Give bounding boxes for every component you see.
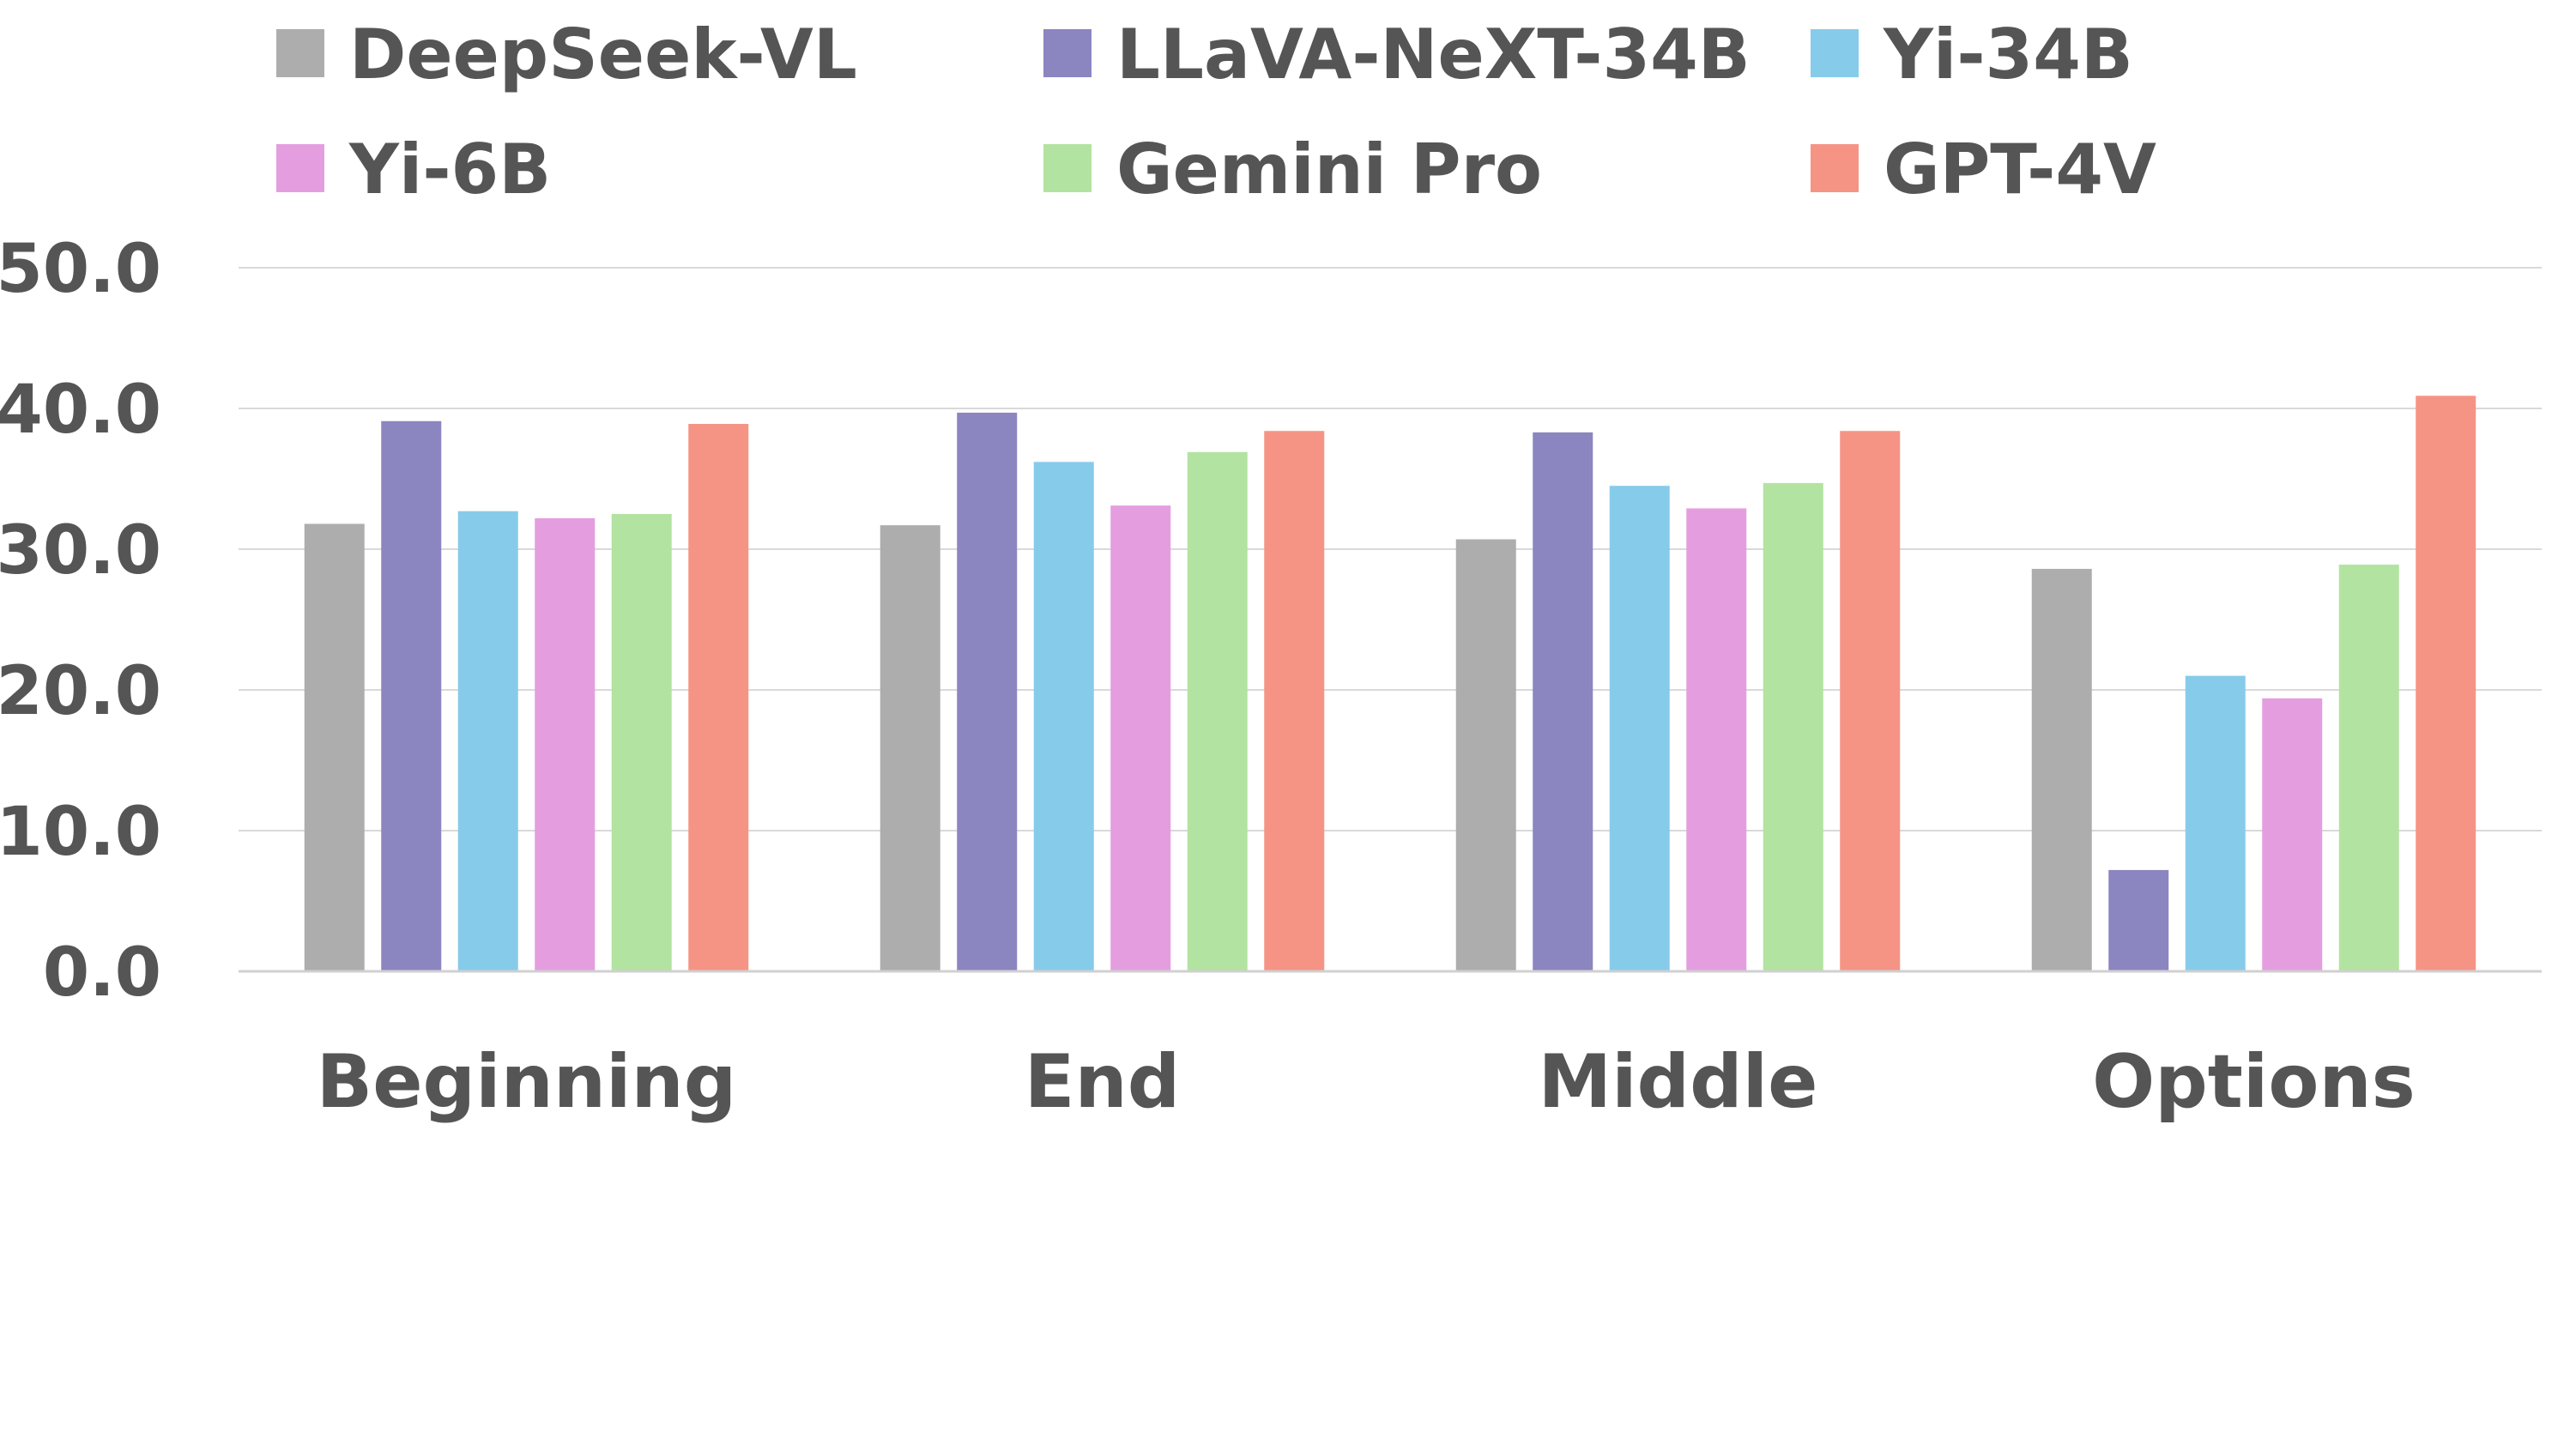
bar-yi-6b-end [1110,505,1171,971]
bar-gpt-4v-options [2416,396,2476,971]
legend-swatch [1811,29,1859,77]
y-tick-label: 40.0 [0,372,161,449]
bar-yi-34b-beginning [457,511,518,971]
bar-gpt-4v-middle [1840,431,1901,971]
legend-swatch [276,144,324,192]
bar-yi-6b-options [2262,698,2323,971]
y-axis: 0.0 10.0 20.0 30.0 40.0 50.0 [0,231,161,1012]
legend-label: Yi-6B [348,130,551,209]
legend-swatch [276,29,324,77]
bar-yi-34b-middle [1609,486,1670,971]
bar-yi-34b-options [2185,675,2246,971]
y-tick-label: 50.0 [0,231,161,308]
legend-label: DeepSeek-VL [349,15,857,94]
bar-gpt-4v-beginning [688,424,749,971]
x-tick-label-options: Options [2092,1039,2416,1125]
legend-label: GPT-4V [1884,130,2156,209]
bar-gemini-pro-end [1187,451,1248,971]
legend-swatch [1811,144,1859,192]
x-axis: Beginning End Middle Options [239,970,2542,1125]
legend-label: LLaVA-NeXT-34B [1116,15,1751,94]
bar-llava-next-34b-end [957,412,1018,971]
x-tick-label-middle: Middle [1539,1039,1818,1125]
bar-gemini-pro-options [2338,565,2399,971]
y-tick-label: 10.0 [0,794,161,871]
legend-label: Gemini Pro [1116,130,1542,209]
bars [304,396,2476,971]
y-tick-label: 0.0 [43,934,161,1012]
bar-yi-34b-end [1033,462,1094,971]
y-tick-label: 30.0 [0,512,161,589]
bar-yi-6b-beginning [535,517,596,971]
y-tick-label: 20.0 [0,653,161,730]
bar-llava-next-34b-options [2108,869,2169,971]
bar-yi-6b-middle [1686,508,1747,971]
legend: DeepSeek-VL LLaVA-NeXT-34B Yi-34B Yi-6B Gemi… [276,15,2156,209]
legend-item-yi-34b: Yi-34B [1811,15,2133,94]
legend-label: Yi-34B [1883,15,2133,94]
bar-gemini-pro-middle [1763,482,1823,971]
x-tick-label-end: End [1025,1039,1181,1125]
legend-swatch [1043,144,1091,192]
bar-deepseek-vl-end [880,525,940,971]
bar-deepseek-vl-options [2031,568,2092,971]
bar-gemini-pro-beginning [611,514,672,971]
legend-item-yi-6b: Yi-6B [276,130,551,209]
legend-item-gemini-pro: Gemini Pro [1043,130,1542,209]
x-tick-label-beginning: Beginning [317,1039,737,1125]
legend-item-deepseek-vl: DeepSeek-VL [276,15,857,94]
bar-deepseek-vl-middle [1455,539,1516,971]
legend-swatch [1043,29,1091,77]
legend-item-gpt-4v: GPT-4V [1811,130,2156,209]
legend-item-llava-next-34b: LLaVA-NeXT-34B [1043,15,1751,94]
bar-llava-next-34b-middle [1533,432,1593,971]
bar-llava-next-34b-beginning [381,420,442,971]
bar-deepseek-vl-beginning [304,523,365,971]
bar-gpt-4v-end [1264,431,1325,971]
